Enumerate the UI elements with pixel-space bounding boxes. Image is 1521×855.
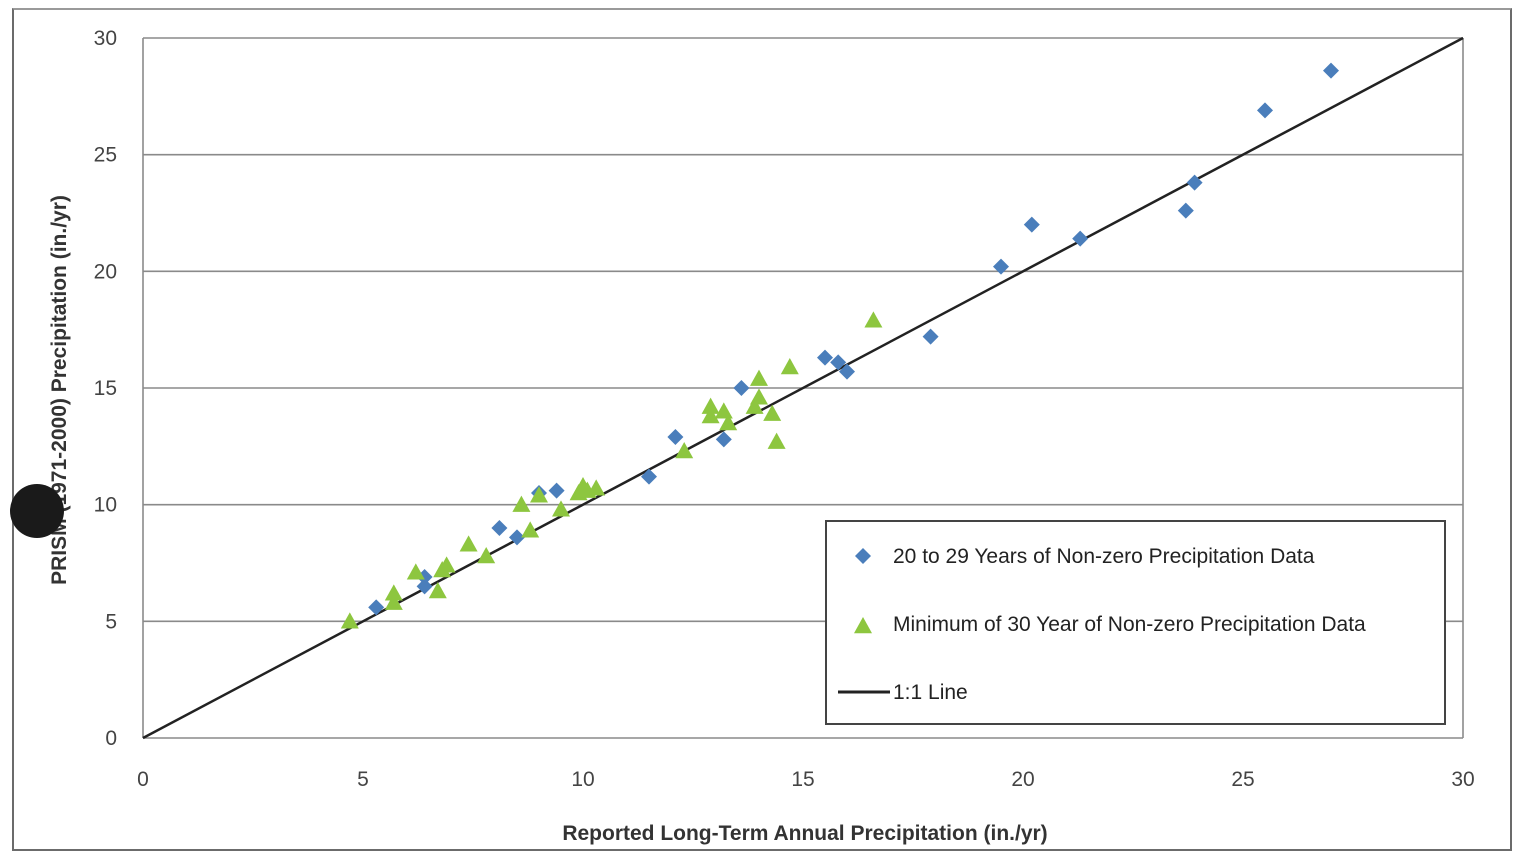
point-min-30-years xyxy=(750,388,768,405)
x-tick-label: 0 xyxy=(137,768,149,791)
point-min-30-years xyxy=(587,479,606,496)
point-20-29-years xyxy=(993,258,1009,275)
point-min-30-years xyxy=(763,404,782,421)
x-tick-label: 5 xyxy=(357,768,369,791)
point-20-29-years xyxy=(922,328,939,345)
point-min-30-years xyxy=(512,495,531,512)
y-tick-label: 10 xyxy=(94,494,117,517)
point-min-30-years xyxy=(750,369,768,386)
legend: 20 to 29 Years of Non-zero Precipitation… xyxy=(825,520,1446,725)
point-20-29-years xyxy=(1023,216,1040,233)
point-min-30-years xyxy=(406,563,425,580)
x-axis-title: Reported Long-Term Annual Precipitation … xyxy=(562,822,1047,845)
y-tick-label: 30 xyxy=(94,27,117,50)
x-tick-label: 15 xyxy=(791,768,814,791)
point-20-29-years xyxy=(416,578,433,595)
y-tick-label: 25 xyxy=(94,144,117,167)
x-tick-label: 20 xyxy=(1011,768,1034,791)
y-tick-label: 5 xyxy=(105,610,117,633)
point-min-30-years xyxy=(521,521,540,538)
legend-marker-diamond xyxy=(855,548,871,564)
point-20-29-years xyxy=(1072,230,1089,247)
black-circle-mark xyxy=(10,484,64,538)
point-min-30-years xyxy=(767,432,786,449)
y-tick-label: 15 xyxy=(94,377,117,400)
point-20-29-years xyxy=(715,431,732,448)
point-min-30-years xyxy=(384,584,403,601)
point-20-29-years xyxy=(509,529,525,546)
point-min-30-years xyxy=(340,612,359,629)
y-tick-labels: 0 5 10 15 20 25 30 xyxy=(94,27,117,750)
point-20-29-years xyxy=(641,468,657,485)
point-min-30-years xyxy=(864,311,883,328)
y-tick-label: 0 xyxy=(105,727,117,750)
legend-label: 20 to 29 Years of Non-zero Precipitation… xyxy=(893,545,1315,568)
point-20-29-years xyxy=(817,349,833,366)
point-20-29-years xyxy=(368,599,385,616)
legend-label: 1:1 Line xyxy=(893,681,968,704)
point-min-30-years xyxy=(780,358,799,375)
point-min-30-years xyxy=(459,535,478,552)
legend-label: Minimum of 30 Year of Non-zero Precipita… xyxy=(893,613,1366,636)
point-20-29-years xyxy=(839,363,855,380)
point-20-29-years xyxy=(548,482,565,499)
legend-marker-triangle xyxy=(854,617,872,634)
point-20-29-years xyxy=(1177,202,1194,219)
x-tick-label: 10 xyxy=(571,768,594,791)
one-to-one-line xyxy=(142,36,1464,740)
point-20-29-years xyxy=(667,429,684,445)
point-min-30-years xyxy=(552,500,570,517)
point-20-29-years xyxy=(733,380,750,396)
point-min-30-years xyxy=(437,556,456,573)
point-20-29-years xyxy=(1186,174,1203,191)
point-min-30-years xyxy=(675,442,694,459)
legend-box xyxy=(825,520,1446,725)
x-tick-label: 30 xyxy=(1451,768,1474,791)
point-min-30-years xyxy=(428,582,447,599)
point-20-29-years xyxy=(491,520,508,536)
point-min-30-years xyxy=(701,407,720,424)
data-marks xyxy=(142,36,1464,740)
point-20-29-years xyxy=(1323,62,1339,79)
x-tick-labels: 0 5 10 15 20 25 30 xyxy=(137,768,1475,791)
point-min-30-years xyxy=(477,547,496,564)
point-min-30-years xyxy=(745,397,764,414)
point-min-30-years xyxy=(701,397,720,414)
x-tick-label: 25 xyxy=(1231,768,1254,791)
point-20-29-years xyxy=(1257,102,1273,119)
point-20-29-years xyxy=(830,354,847,371)
y-tick-label: 20 xyxy=(94,260,117,283)
point-min-30-years xyxy=(719,414,738,431)
y-axis-title: PRISM (1971-2000) Precipitation (in./yr) xyxy=(48,195,71,585)
point-min-30-years xyxy=(530,486,548,503)
point-min-30-years xyxy=(384,593,403,610)
